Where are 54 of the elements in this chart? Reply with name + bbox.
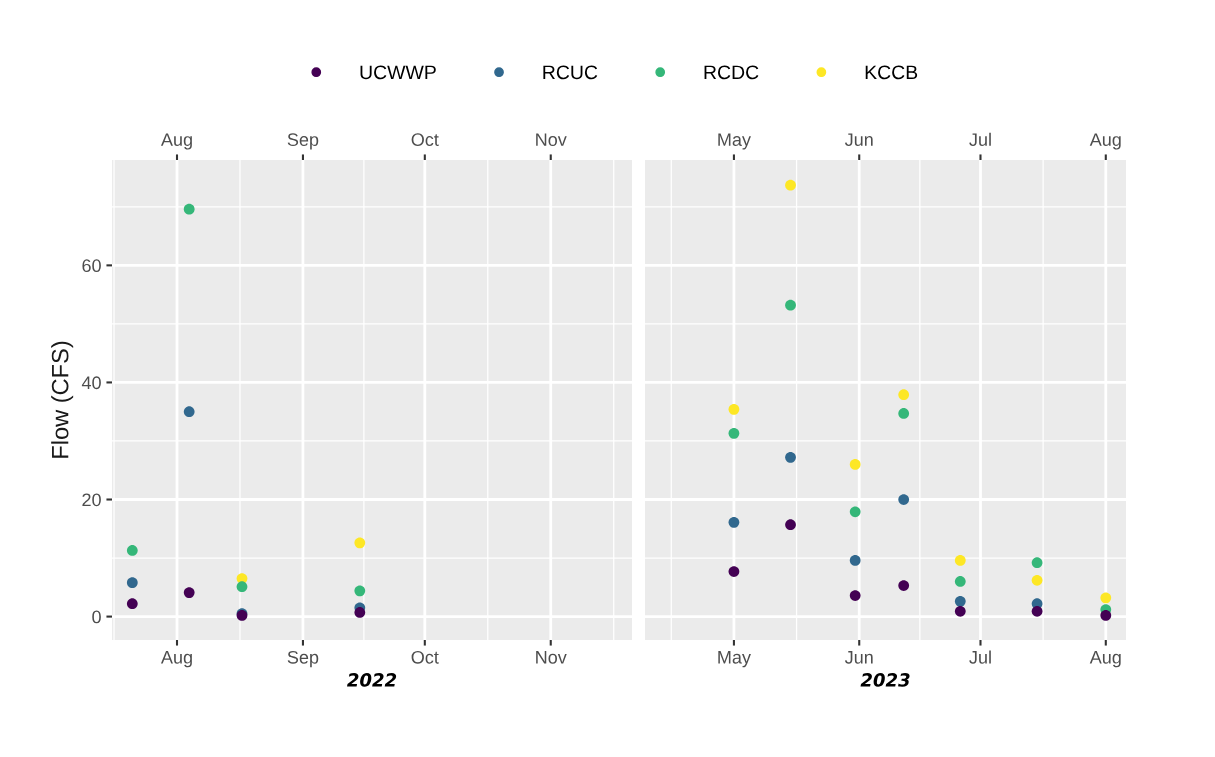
point xyxy=(785,519,796,531)
point xyxy=(954,605,966,617)
point xyxy=(898,580,910,591)
x-tick-label: Sep xyxy=(287,133,319,150)
x-axis-title: 2023 xyxy=(860,673,910,687)
point xyxy=(954,576,966,587)
x-tick-label: Jul xyxy=(969,650,991,664)
point xyxy=(1100,592,1112,604)
point xyxy=(354,585,366,597)
point xyxy=(1031,574,1043,586)
point xyxy=(183,203,195,215)
y-tick-label: 60 xyxy=(82,259,101,273)
point xyxy=(785,451,796,463)
point xyxy=(849,459,861,470)
point xyxy=(1031,605,1043,617)
x-tick-label: Aug xyxy=(160,133,192,150)
point xyxy=(849,590,861,601)
point xyxy=(354,537,366,549)
legend-label: RCUC xyxy=(543,65,598,80)
legend-label: RCDC xyxy=(704,65,759,80)
x-tick-label: Jun xyxy=(844,651,873,664)
point xyxy=(849,506,861,518)
point xyxy=(898,408,910,419)
y-tick-label: 20 xyxy=(82,493,101,507)
point xyxy=(183,406,195,418)
point xyxy=(954,595,966,607)
point xyxy=(183,587,195,598)
legend-label: KCCB xyxy=(865,65,918,80)
point xyxy=(785,299,796,311)
x-tick-label: Nov xyxy=(536,133,567,147)
point xyxy=(354,607,366,618)
y-axis-title: Flow (CFS) xyxy=(51,341,74,458)
point xyxy=(236,581,248,593)
y-tick-label: 40 xyxy=(81,376,101,390)
point xyxy=(728,403,740,415)
x-tick-label: Aug xyxy=(1089,651,1121,668)
point xyxy=(1031,557,1043,569)
point xyxy=(126,545,138,556)
point xyxy=(849,555,861,566)
point xyxy=(898,494,910,505)
point xyxy=(728,516,740,528)
point xyxy=(954,555,966,566)
x-tick-label: May xyxy=(718,651,751,668)
point xyxy=(728,566,740,577)
x-tick-label: Oct xyxy=(411,133,439,147)
point xyxy=(898,389,910,401)
x-axis-title: 2022 xyxy=(347,673,397,687)
point xyxy=(1100,610,1112,621)
point xyxy=(728,427,740,439)
y-tick-label: 0 xyxy=(92,610,101,624)
point xyxy=(785,179,796,191)
point xyxy=(126,598,138,610)
point xyxy=(126,577,138,589)
legend-label: UCWWP xyxy=(360,65,436,80)
